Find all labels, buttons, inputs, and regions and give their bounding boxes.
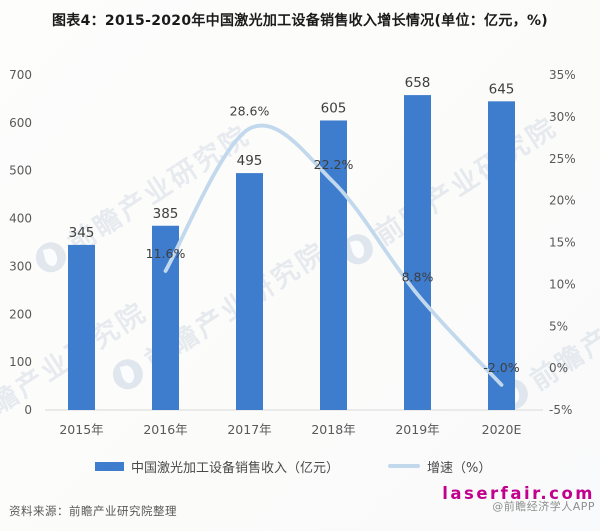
x-axis-category-label: 2020E	[482, 422, 522, 437]
growth-line	[163, 123, 504, 387]
site-watermark: laserfair.com	[442, 484, 595, 503]
legend-label-revenue: 中国激光加工设备销售收入（亿元）	[131, 460, 340, 476]
line-series-swatch	[388, 464, 420, 468]
bar-value-label: 495	[237, 153, 263, 169]
x-axis-category-label: 2017年	[227, 422, 271, 437]
growth-point-label: -2.0%	[483, 360, 519, 375]
growth-point-label: 8.8%	[402, 269, 434, 284]
bar-value-label: 385	[153, 206, 179, 222]
bar-series-swatch	[95, 461, 124, 471]
left-axis-tick: 600	[9, 116, 32, 130]
app-credit: @前瞻经济学人APP	[492, 500, 595, 514]
left-axis-tick: 200	[9, 307, 32, 321]
x-axis-category-label: 2016年	[143, 422, 187, 437]
legend-item-growth: 增速（%）	[388, 456, 491, 476]
legend-item-revenue: 中国激光加工设备销售收入（亿元）	[95, 456, 339, 476]
left-axis-tick: 0	[24, 403, 32, 417]
revenue-bar	[68, 244, 95, 410]
brand-block: laserfair.com @前瞻经济学人APP	[442, 484, 595, 514]
revenue-bar	[320, 120, 347, 410]
right-axis-tick: 35%	[549, 68, 576, 82]
bar-value-label: 345	[69, 225, 95, 241]
x-axis-category-label: 2018年	[311, 422, 355, 437]
bar-value-label: 658	[405, 75, 431, 91]
right-axis-tick: -5%	[549, 403, 572, 417]
chart-legend: 中国激光加工设备销售收入（亿元） 增速（%）	[0, 456, 600, 476]
revenue-bar	[488, 101, 515, 411]
data-source-note: 资料来源：前瞻产业研究院整理	[9, 504, 177, 518]
right-axis-tick: 30%	[549, 110, 576, 124]
bar-value-label: 605	[321, 100, 347, 116]
left-axis-tick: 400	[9, 212, 32, 226]
left-axis-tick: 100	[9, 355, 32, 369]
left-axis-tick: 700	[9, 68, 32, 82]
right-axis-tick: 20%	[549, 194, 576, 208]
left-axis-tick: 500	[9, 164, 32, 178]
x-axis-category-label: 2015年	[59, 422, 103, 437]
left-axis-tick: 300	[9, 259, 32, 273]
chart-title: 图表4：2015-2020年中国激光加工设备销售收入增长情况(单位：亿元，%)	[51, 13, 548, 29]
revenue-bar	[236, 173, 263, 410]
right-axis-tick: 0%	[549, 361, 568, 375]
bar-value-label: 645	[489, 81, 515, 97]
growth-point-label: 22.2%	[314, 157, 354, 172]
right-axis-tick: 5%	[549, 319, 568, 333]
right-axis-tick: 15%	[549, 236, 576, 250]
growth-point-label: 28.6%	[230, 104, 270, 119]
growth-point-label: 11.6%	[146, 246, 186, 261]
legend-label-growth: 增速（%）	[427, 460, 492, 476]
right-axis-tick: 25%	[549, 152, 576, 166]
revenue-bar	[404, 95, 431, 410]
right-axis-tick: 10%	[549, 277, 576, 291]
x-axis-category-label: 2019年	[395, 422, 439, 437]
